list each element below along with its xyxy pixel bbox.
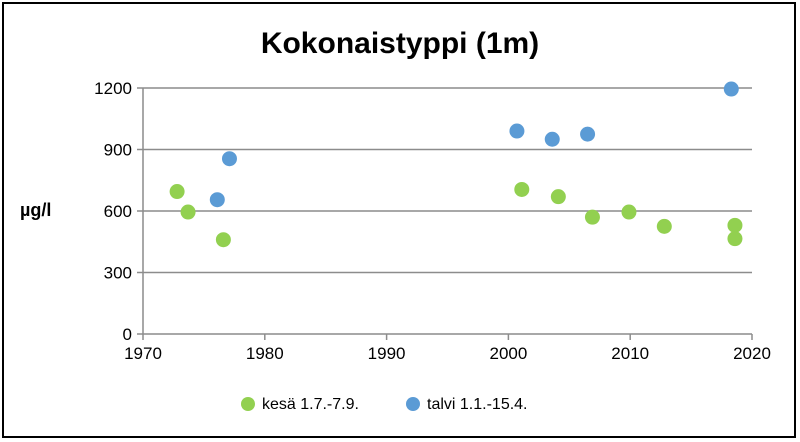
legend-marker-1 [406,397,420,411]
data-point-series-1 [544,131,560,147]
x-tick-label: 2010 [611,344,649,363]
data-point-series-1 [221,151,237,167]
data-point-series-0 [621,204,637,220]
data-point-series-0 [584,209,600,225]
legend: kesä 1.7.-7.9. talvi 1.1.-15.4. [241,396,528,413]
y-tick-labels: 0 300 600 900 1200 [94,79,132,344]
y-tick-label: 300 [104,264,132,283]
data-point-series-1 [723,81,739,97]
y-tick-label: 1200 [94,79,132,98]
legend-label-0: kesä 1.7.-7.9. [262,396,359,413]
data-point-series-0 [727,231,743,247]
data-point-series-0 [180,204,196,220]
y-tick-label: 0 [123,325,132,344]
y-tick-label: 600 [104,202,132,221]
data-point-series-0 [514,181,530,197]
gridlines [137,87,752,335]
data-point-series-1 [580,126,596,142]
y-axis-label: µg/l [20,200,51,220]
data-point-series-0 [656,218,672,234]
data-point-series-0 [215,232,231,248]
data-point-series-0 [169,184,185,200]
data-point-series-0 [550,189,566,205]
legend-marker-0 [241,397,255,411]
x-tick-labels: 1970 1980 1990 2000 2010 2020 [124,344,771,363]
x-tick-label: 1990 [368,344,406,363]
data-points [169,81,743,248]
x-tick-label: 1970 [124,344,162,363]
legend-label-1: talvi 1.1.-15.4. [427,396,528,413]
data-point-series-0 [727,217,743,233]
data-point-series-1 [509,123,525,139]
chart-title: Kokonaistyppi (1m) [261,27,539,60]
x-tick-label: 2020 [733,344,771,363]
x-tick-label: 1980 [246,344,284,363]
axes [142,88,753,340]
data-point-series-1 [209,192,225,208]
x-tick-label: 2000 [489,344,527,363]
y-tick-label: 900 [104,141,132,160]
